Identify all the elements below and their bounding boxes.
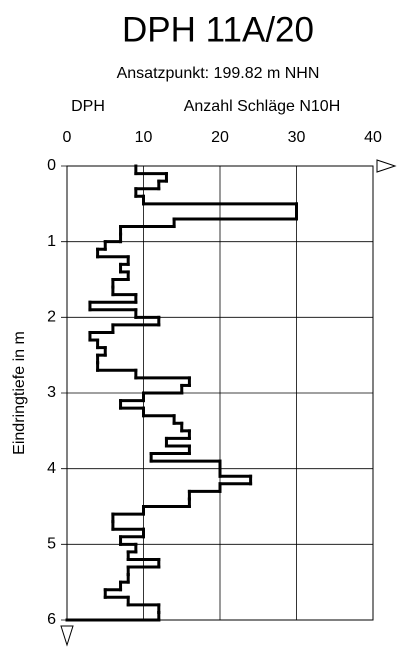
x-tick-label: 30 [288,129,306,146]
y-axis-label: Eindringtiefe in m [11,331,28,455]
x-tick-label: 40 [364,129,382,146]
y-tick-label: 3 [47,384,56,401]
y-tick-label: 5 [47,536,56,553]
chart-title: DPH 11A/20 [122,10,314,49]
x-tick-label: 0 [63,129,72,146]
plot-frame [66,165,374,621]
legend-label: DPH [71,98,105,115]
marker-triangle [376,159,397,173]
chart-subtitle: Ansatzpunkt: 199.82 m NHN [117,65,320,82]
y-tick-label: 2 [47,309,56,326]
y-tick-label: 4 [47,460,56,477]
y-tick-label: 1 [47,233,56,250]
x-tick-label: 20 [211,129,229,146]
marker-triangle [60,625,74,647]
x-axis-label: Anzahl Schläge N10H [184,98,341,115]
x-tick-label: 10 [135,129,153,146]
y-tick-label: 6 [47,611,56,628]
y-tick-label: 0 [47,157,56,174]
